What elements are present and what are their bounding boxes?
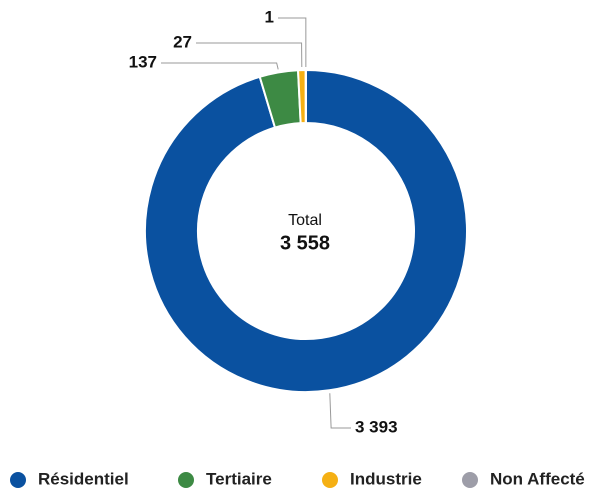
leader-line: [196, 42, 303, 68]
data-label: 3 393: [355, 417, 398, 436]
legend-marker: [462, 472, 478, 488]
center-value: 3 558: [280, 232, 330, 254]
data-label: 137: [129, 52, 157, 71]
data-label: 1: [265, 7, 274, 26]
legend-marker: [178, 472, 194, 488]
legend-marker: [10, 472, 26, 488]
donut-slice: [144, 68, 468, 393]
legend-label: Tertiaire: [206, 469, 272, 488]
leader-line: [161, 62, 279, 70]
legend-marker: [322, 472, 338, 488]
legend-label: Résidentiel: [38, 469, 129, 488]
legend-label: Non Affecté: [490, 469, 585, 488]
leader-line: [329, 393, 351, 429]
center-label: Total: [288, 212, 322, 229]
data-label: 27: [173, 32, 192, 51]
leader-line: [278, 17, 307, 68]
legend-label: Industrie: [350, 469, 422, 488]
